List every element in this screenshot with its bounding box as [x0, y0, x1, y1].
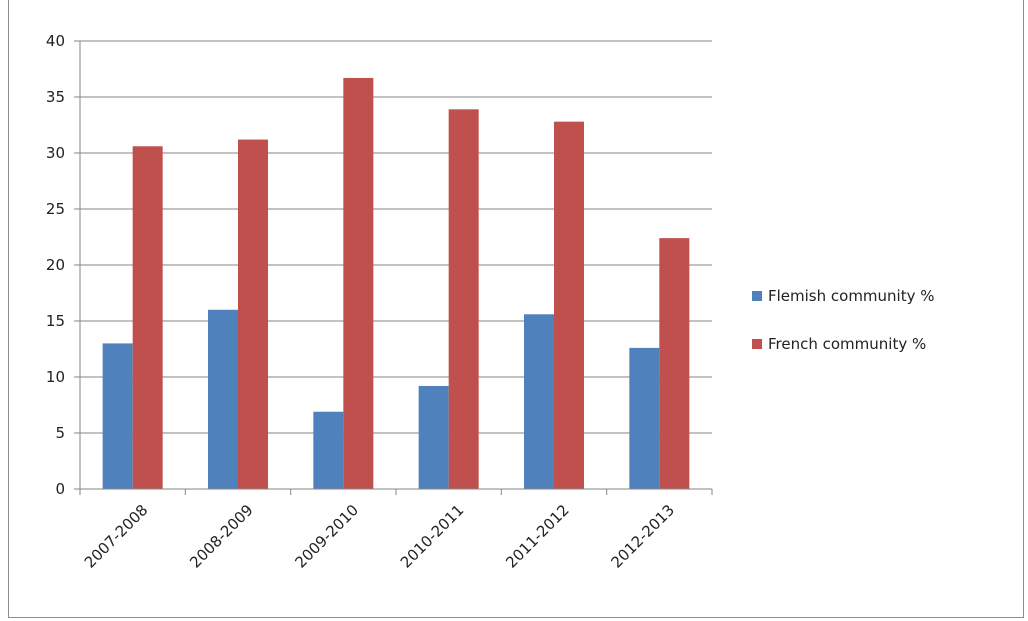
bar-french — [343, 77, 374, 490]
legend-swatch — [752, 339, 762, 349]
bar-flemish — [524, 314, 554, 489]
y-tick-label: 5 — [55, 424, 65, 442]
x-tick-label: 2011-2012 — [502, 501, 573, 572]
gridlines — [80, 40, 712, 434]
x-tick-label: 2012-2013 — [608, 501, 679, 572]
bar-french — [132, 146, 163, 489]
y-tick-label: 35 — [46, 88, 65, 106]
y-tick-label: 40 — [46, 32, 65, 50]
bar-flemish — [208, 309, 238, 489]
y-tick-label: 0 — [55, 480, 65, 498]
bar-flemish — [629, 347, 660, 489]
x-tick-label: 2007-2008 — [81, 501, 152, 572]
y-tick-label: 15 — [46, 312, 65, 330]
legend-label: French community % — [768, 335, 926, 353]
bar-flemish — [102, 343, 133, 489]
x-tick-label: 2008-2009 — [186, 501, 257, 572]
axes — [74, 40, 713, 495]
legend-swatch — [752, 291, 762, 301]
legend-label: Flemish community % — [768, 287, 935, 305]
bar-flemish — [418, 385, 449, 489]
x-tick-label: 2010-2011 — [397, 501, 468, 572]
bar-flemish — [313, 411, 344, 489]
x-tick-label: 2009-2010 — [292, 501, 363, 572]
legend: Flemish community % French community % — [752, 287, 935, 353]
bar-french — [554, 121, 584, 489]
bar-french — [238, 139, 268, 489]
y-tick-label: 25 — [46, 200, 65, 218]
bar-french — [448, 109, 479, 489]
bars — [102, 77, 690, 490]
y-tick-label: 30 — [46, 144, 65, 162]
y-tick-label: 10 — [46, 368, 65, 386]
bar-french — [659, 238, 690, 489]
chart-frame — [8, 0, 1024, 618]
y-tick-label: 20 — [46, 256, 65, 274]
